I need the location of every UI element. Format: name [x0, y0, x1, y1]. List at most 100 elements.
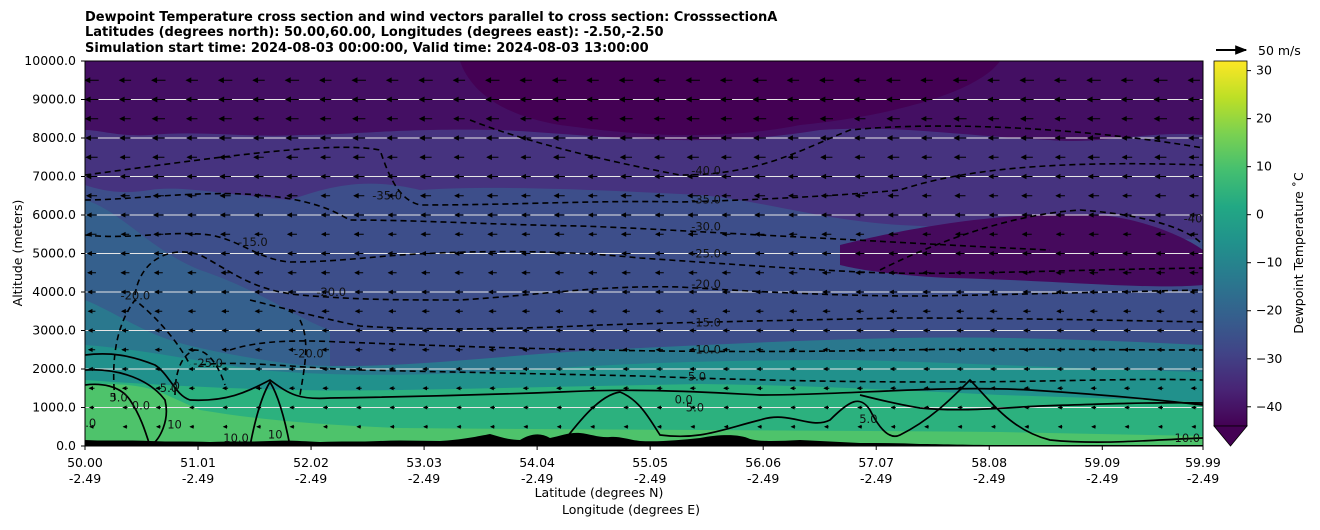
x-tick-label-lat: 50.00 — [67, 455, 103, 470]
x-tick-label-lat: 52.02 — [293, 455, 329, 470]
wind-arrow-head — [386, 115, 392, 122]
contour-label: 0.0 — [132, 398, 150, 412]
wind-arrow-head — [454, 212, 460, 218]
wind-arrow-head — [1021, 231, 1027, 237]
wind-arrow-head — [388, 347, 394, 353]
contour-label: -5.0 — [684, 370, 706, 384]
wind-arrow-head — [1089, 328, 1095, 333]
contour-label: -20.0 — [691, 277, 721, 291]
wind-arrow-head — [756, 386, 761, 391]
wind-arrow-head — [1054, 96, 1060, 103]
wind-arrow-head — [789, 328, 795, 333]
wind-arrow-head — [987, 135, 994, 141]
wind-arrow-head — [118, 96, 125, 103]
wind-arrow-head — [186, 193, 193, 199]
wind-arrow-head — [623, 424, 628, 429]
wind-arrow-head — [855, 308, 861, 314]
y-tick-label: 8000.0 — [32, 130, 76, 145]
colorbar-tick-label: 10 — [1256, 159, 1272, 174]
wind-arrow-head — [254, 231, 260, 237]
wind-arrow-head — [619, 135, 626, 141]
wind-arrow-head — [619, 115, 626, 122]
wind-arrow-head — [853, 77, 860, 84]
wind-arrow-head — [155, 424, 161, 429]
contour-label: -30.0 — [691, 219, 721, 233]
wind-arrow-head — [218, 154, 225, 161]
wind-arrow-head — [486, 193, 493, 199]
wind-arrow-head — [923, 386, 928, 391]
wind-arrow-head — [820, 154, 826, 161]
wind-arrow-head — [990, 386, 995, 391]
wind-arrow-head — [386, 135, 393, 141]
wind-arrow-head — [485, 135, 492, 141]
wind-arrow-head — [152, 193, 159, 199]
wind-arrow-head — [253, 250, 259, 257]
wind-arrow-head — [587, 193, 593, 199]
wind-arrow-head — [1056, 347, 1062, 353]
wind-arrow-head — [587, 154, 593, 160]
x-tick-label-lon: -2.49 — [521, 471, 553, 486]
wind-arrow-head — [819, 115, 826, 122]
wind-arrow-head — [854, 173, 860, 180]
contour-zero — [85, 353, 1203, 406]
wind-arrow-head — [385, 77, 392, 84]
wind-arrow-head — [1023, 328, 1028, 333]
wind-arrow-head — [686, 173, 693, 180]
wind-arrow-head — [452, 96, 459, 103]
wind-arrow-head — [352, 115, 358, 122]
wind-arrow-head — [255, 405, 261, 410]
wind-arrow-head — [1154, 154, 1160, 161]
wind-arrow-head — [854, 250, 861, 257]
wind-arrow-head — [587, 173, 593, 180]
wind-arrow-head — [486, 173, 493, 180]
wind-arrow-head — [1154, 193, 1161, 199]
wind-arrow-head — [354, 308, 360, 314]
wind-arrow-head — [1122, 193, 1128, 199]
wind-arrow-head — [621, 308, 627, 314]
wind-arrow-head — [988, 154, 994, 160]
wind-arrow-head — [956, 366, 962, 372]
wind-arrow-head — [922, 270, 928, 276]
wind-arrow-head — [686, 154, 693, 161]
wind-arrow-head — [920, 96, 927, 103]
wind-arrow-head — [685, 77, 692, 84]
wind-arrow-head — [655, 366, 661, 372]
wind-arrow-head — [254, 328, 260, 333]
wind-arrow-head — [1024, 405, 1029, 410]
wind-arrow-head — [819, 96, 826, 103]
wind-arrow-head — [922, 308, 928, 314]
wind-arrow-head — [185, 77, 192, 84]
wind-arrow-head — [1090, 386, 1095, 391]
wind-arrow-head — [86, 231, 92, 237]
wind-arrow-head — [555, 308, 561, 314]
wind-arrow-head — [1157, 386, 1162, 391]
wind-arrow-head — [890, 424, 895, 429]
wind-arrow-head — [653, 135, 660, 141]
contour-label: 10.0 — [1175, 431, 1201, 445]
wind-arrow-head — [1188, 250, 1195, 257]
wind-arrow-head — [823, 424, 829, 429]
wind-arrow-head — [788, 231, 794, 237]
wind-arrow-head — [820, 193, 827, 199]
wind-arrow-head — [722, 328, 728, 333]
wind-arrow-head — [387, 270, 393, 276]
wind-arrow-head — [819, 77, 826, 84]
wind-arrow-head — [355, 347, 360, 353]
wind-arrow-head — [118, 77, 125, 84]
wind-arrow-head — [188, 347, 193, 353]
contour-minus15 — [249, 299, 1203, 330]
wind-arrow-head — [321, 366, 327, 372]
wind-arrow-head — [485, 77, 492, 84]
wind-arrow-head — [889, 328, 895, 333]
wind-arrow-head — [418, 96, 425, 103]
wind-arrow-head — [89, 424, 94, 429]
wind-arrow-head — [219, 193, 226, 199]
field-band-upper-dark — [460, 61, 1000, 136]
wind-arrow-head — [387, 173, 393, 180]
wind-arrow-head — [222, 424, 227, 429]
wind-arrow-head — [956, 386, 962, 391]
x-tick-label-lon: -2.49 — [973, 471, 1005, 486]
wind-arrow-head — [988, 250, 994, 257]
x-tick-label-lon: -2.49 — [860, 471, 892, 486]
wind-arrow-head — [752, 77, 759, 84]
